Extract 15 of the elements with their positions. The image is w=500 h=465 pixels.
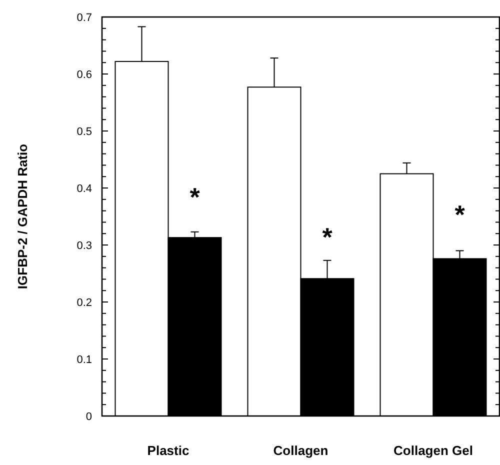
y-axis-title: IGFBP-2 / GAPDH Ratio (15, 144, 30, 290)
y-tick-label: 0.6 (76, 68, 92, 81)
y-tick-label: 0.2 (76, 296, 92, 309)
x-tick-label: Plastic (147, 443, 190, 458)
annotation: * (190, 182, 201, 212)
x-tick-label: Collagen (273, 443, 328, 458)
annotation: * (454, 199, 466, 230)
y-tick-label: 0.1 (76, 354, 92, 366)
y-tick-label: 0.3 (76, 240, 92, 252)
annotation: * (322, 222, 334, 252)
y-tick-label: 0.4 (76, 182, 92, 195)
y-tick-label: 0.7 (76, 12, 92, 24)
x-tick-label: Collagen Gel (394, 443, 473, 458)
y-tick-label: 0.5 (76, 126, 92, 138)
y-tick-label: 0 (86, 410, 92, 423)
